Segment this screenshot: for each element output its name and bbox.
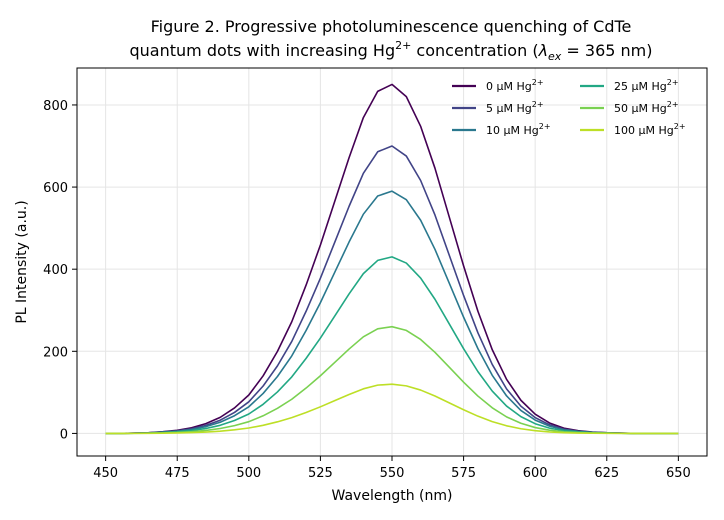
x-axis-label: Wavelength (nm) xyxy=(332,488,453,504)
legend-label: 0 μM Hg2+ xyxy=(486,78,544,93)
legend-label: 100 μM Hg2+ xyxy=(614,122,686,137)
legend-item: 0 μM Hg2+ xyxy=(452,78,544,93)
y-ticks: 0 200 400 600 800 xyxy=(43,99,77,442)
y-tick-label: 0 xyxy=(60,427,68,442)
x-ticks: 450 475 500 525 550 575 600 625 650 xyxy=(93,456,691,481)
grid xyxy=(77,68,707,456)
x-tick-label: 475 xyxy=(165,466,190,481)
y-tick-label: 200 xyxy=(43,345,68,360)
x-tick-label: 500 xyxy=(236,466,261,481)
y-tick-label: 600 xyxy=(43,181,68,196)
legend-label: 5 μM Hg2+ xyxy=(486,100,544,115)
legend-item: 10 μM Hg2+ xyxy=(452,122,551,137)
series-line xyxy=(105,383,679,435)
legend-label: 10 μM Hg2+ xyxy=(486,122,551,137)
chart-title-line1: Figure 2. Progressive photoluminescence … xyxy=(151,17,632,36)
x-tick-label: 575 xyxy=(451,466,476,481)
y-tick-label: 800 xyxy=(43,99,68,114)
x-tick-label: 650 xyxy=(666,466,691,481)
x-tick-label: 550 xyxy=(380,466,405,481)
x-tick-label: 450 xyxy=(93,466,118,481)
x-tick-label: 625 xyxy=(594,466,619,481)
y-tick-label: 400 xyxy=(43,263,68,278)
legend: 0 μM Hg2+ 5 μM Hg2+ 10 μM Hg2+ 25 μM Hg2+ 50… xyxy=(452,78,686,137)
y-axis-label: PL Intensity (a.u.) xyxy=(14,200,30,323)
x-tick-label: 600 xyxy=(523,466,548,481)
legend-item: 100 μM Hg2+ xyxy=(580,122,686,137)
x-tick-label: 525 xyxy=(308,466,333,481)
legend-label: 50 μM Hg2+ xyxy=(614,100,679,115)
legend-label: 25 μM Hg2+ xyxy=(614,78,679,93)
series-group xyxy=(105,83,679,435)
legend-item: 50 μM Hg2+ xyxy=(580,100,679,115)
legend-item: 5 μM Hg2+ xyxy=(452,100,544,115)
chart-title-line2: quantum dots with increasing Hg2+ concen… xyxy=(130,39,653,63)
legend-item: 25 μM Hg2+ xyxy=(580,78,679,93)
